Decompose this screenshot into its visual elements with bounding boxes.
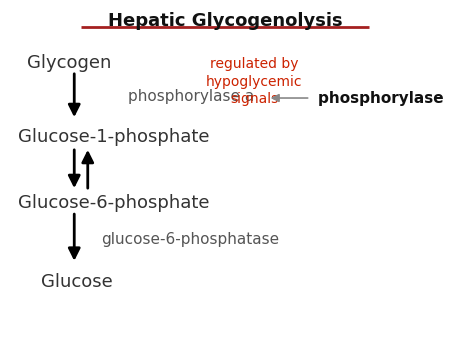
Text: Glucose-6-phosphate: Glucose-6-phosphate [18, 194, 210, 212]
Text: phosphorylase b: phosphorylase b [319, 91, 450, 105]
Text: Glucose-1-phosphate: Glucose-1-phosphate [18, 128, 210, 146]
Text: glucose-6-phosphatase: glucose-6-phosphatase [101, 233, 279, 247]
Text: Glycogen: Glycogen [27, 53, 112, 72]
Text: regulated by
hypoglycemic
signals: regulated by hypoglycemic signals [206, 57, 302, 106]
Text: Glucose: Glucose [40, 273, 112, 291]
Text: phosphorylase a: phosphorylase a [128, 89, 255, 104]
Text: Hepatic Glycogenolysis: Hepatic Glycogenolysis [108, 12, 342, 30]
